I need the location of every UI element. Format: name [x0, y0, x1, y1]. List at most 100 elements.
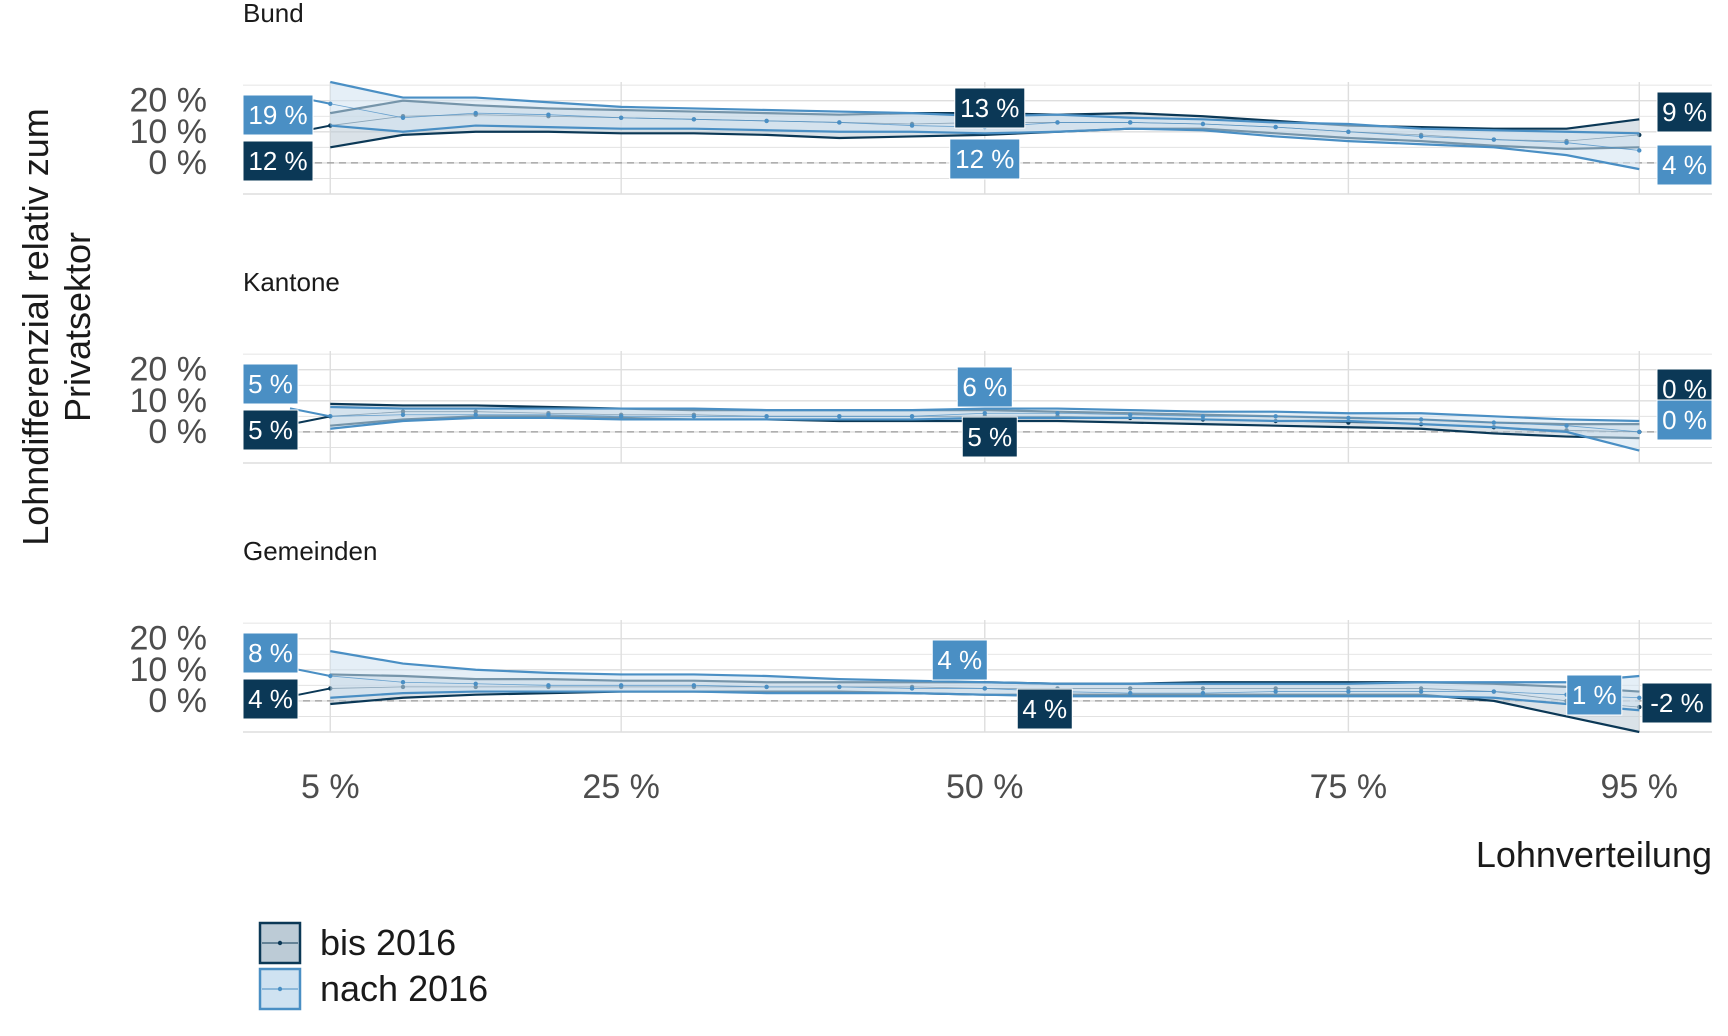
- point-nach-gemeinden: [764, 684, 769, 690]
- y-axis-title: Lohndifferenzial relativ zum Privatsektor: [15, 108, 98, 546]
- y-axis-title-line2: Privatsektor: [57, 232, 98, 422]
- point-nach-kantone: [1418, 417, 1424, 422]
- value-label-bis-end: 0 %: [1662, 374, 1707, 404]
- point-nach-kantone: [546, 412, 551, 417]
- value-label-bis-start-box: [242, 140, 314, 182]
- point-nach-gemeinden: [837, 684, 842, 690]
- point-nach-gemeinden: [1200, 690, 1206, 696]
- point-nach-gemeinden: [1637, 695, 1642, 700]
- point-nach-bund: [618, 115, 624, 120]
- y-tick-label: 0 %: [148, 682, 207, 720]
- y-tick-label: 20 %: [130, 82, 208, 120]
- point-nach-kantone: [982, 411, 987, 416]
- ci-upper-nach-kantone: [330, 405, 1640, 423]
- point-nach-gemeinden: [909, 686, 915, 691]
- value-label-nach-start: 5 %: [248, 369, 293, 399]
- point-nach-kantone: [400, 412, 406, 417]
- point-nach-bund: [473, 110, 478, 116]
- point-nach-bund: [1491, 137, 1497, 142]
- value-label-nach-start-box: [242, 94, 314, 136]
- point-nach-kantone: [1273, 414, 1278, 419]
- point-nach-gemeinden: [400, 680, 406, 685]
- value-label-nach-mid-box: [931, 639, 988, 681]
- point-nach-bund: [909, 123, 915, 128]
- ci-lower-nach-gemeinden: [330, 690, 1640, 712]
- value-label-nach-end-box: [1566, 674, 1623, 716]
- point-nach-kantone: [473, 412, 478, 417]
- value-label-nach-mid: 12 %: [955, 144, 1014, 174]
- point-nach-kantone: [1128, 412, 1133, 417]
- value-label-nach-end: 0 %: [1662, 405, 1707, 435]
- value-label-nach-mid-box: [949, 138, 1021, 180]
- value-label-bis-mid-box: [961, 416, 1018, 458]
- value-label-bis-start: 4 %: [248, 684, 293, 714]
- y-tick-label: 20 %: [130, 620, 208, 658]
- value-label-bis-end-box: [1641, 682, 1713, 724]
- point-nach-kantone: [1055, 411, 1060, 416]
- legend-swatch-point-bis: [277, 940, 283, 946]
- panel-title-kantone: Kantone: [243, 267, 340, 297]
- point-nach-bund: [691, 117, 697, 122]
- point-nach-bund: [1564, 140, 1569, 145]
- point-nach-gemeinden: [546, 683, 551, 688]
- value-label-nach-end: 1 %: [1572, 680, 1617, 710]
- value-label-nach-end-box: [1656, 399, 1713, 441]
- ci-band-nach-kantone: [330, 407, 1640, 451]
- point-nach-gemeinden: [1346, 689, 1351, 694]
- y-tick-label: 10 %: [130, 382, 208, 420]
- point-nach-bund: [1273, 124, 1278, 130]
- point-nach-bund: [1200, 121, 1206, 127]
- point-nach-kantone: [1637, 429, 1642, 435]
- point-nach-bund: [1055, 120, 1060, 125]
- y-tick-label: 20 %: [130, 351, 208, 389]
- panel-title-bund: Bund: [243, 0, 304, 28]
- value-label-nach-mid: 4 %: [937, 645, 982, 675]
- value-label-bis-start: 12 %: [248, 146, 307, 176]
- x-tick-label: 95 %: [1601, 768, 1679, 806]
- value-label-bis-start-box: [242, 409, 299, 451]
- y-tick-label: 0 %: [148, 144, 207, 182]
- point-nach-bund: [1346, 129, 1351, 134]
- value-label-bis-end: -2 %: [1650, 688, 1703, 718]
- x-tick-label: 50 %: [946, 768, 1024, 806]
- point-nach-kantone: [764, 414, 769, 419]
- y-axis-title-line1: Lohndifferenzial relativ zum: [15, 108, 56, 546]
- panel-title-gemeinden: Gemeinden: [243, 536, 377, 566]
- point-nach-gemeinden: [1491, 689, 1497, 694]
- ci-upper-nach-gemeinden: [330, 650, 1640, 685]
- value-label-nach-start-box: [242, 632, 299, 674]
- x-tick-label: 5 %: [301, 768, 360, 806]
- point-nach-bund: [400, 115, 406, 120]
- legend-label-nach: nach 2016: [320, 968, 488, 1009]
- ci-lower-nach-bund: [330, 124, 1640, 171]
- point-nach-bund: [837, 120, 842, 125]
- value-label-bis-mid-box: [1016, 688, 1073, 730]
- x-tick-label: 25 %: [582, 768, 660, 806]
- value-label-nach-mid: 6 %: [962, 372, 1007, 402]
- value-label-nach-start: 8 %: [248, 638, 293, 668]
- point-nach-kantone: [691, 414, 697, 419]
- point-nach-gemeinden: [691, 683, 697, 688]
- point-nach-kantone: [909, 414, 915, 419]
- y-tick-label: 10 %: [130, 113, 208, 151]
- value-label-bis-start-box: [242, 678, 299, 720]
- point-nach-gemeinden: [1273, 689, 1278, 694]
- point-nach-kantone: [1200, 414, 1206, 419]
- value-label-nach-start-box: [242, 363, 299, 405]
- value-label-bis-mid-box: [954, 87, 1026, 129]
- point-nach-kantone: [618, 414, 624, 419]
- value-label-nach-mid-box: [956, 366, 1013, 408]
- point-nach-bund: [1128, 120, 1133, 125]
- y-tick-label: 0 %: [148, 413, 207, 451]
- point-nach-gemeinden: [473, 681, 478, 686]
- value-label-nach-end-box: [1656, 144, 1713, 186]
- x-tick-label: 75 %: [1310, 768, 1388, 806]
- legend-label-bis: bis 2016: [320, 922, 456, 963]
- value-label-nach-end: 4 %: [1662, 150, 1707, 180]
- point-nach-gemeinden: [982, 686, 987, 691]
- x-axis-title: Lohnverteilung: [1476, 834, 1712, 875]
- point-nach-gemeinden: [1418, 689, 1424, 694]
- value-label-bis-mid: 5 %: [967, 422, 1012, 452]
- value-label-bis-mid: 4 %: [1022, 694, 1067, 724]
